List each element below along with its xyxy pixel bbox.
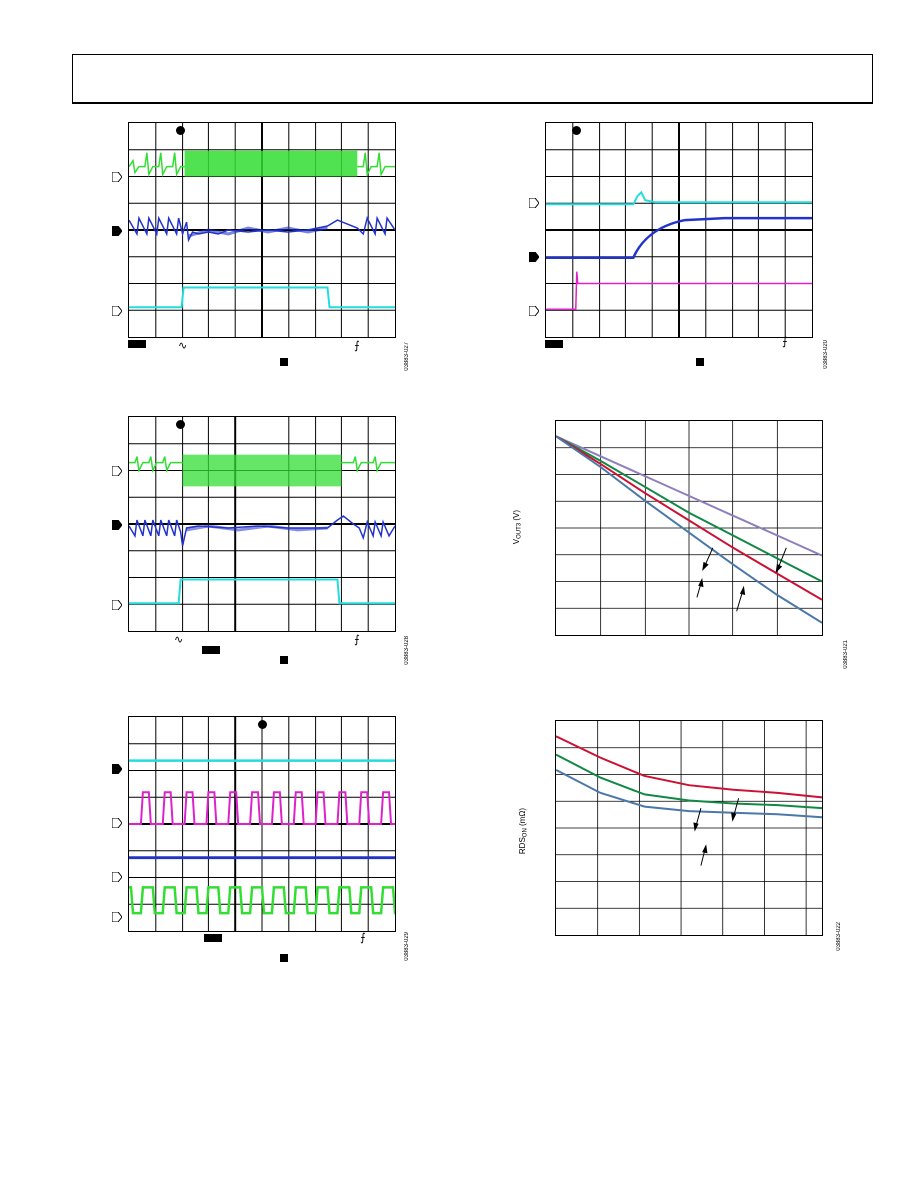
scope-1-display — [129, 123, 395, 337]
scope-figure-3 — [128, 416, 396, 632]
figure-3-id: 03883-028 — [404, 636, 410, 665]
scope-3-channel-tag — [202, 646, 220, 654]
trace-5-green — [129, 886, 395, 915]
channel-marker-5d — [112, 912, 122, 922]
scope-2-timebase-marker — [696, 358, 704, 366]
series-line-1 — [556, 735, 822, 799]
channel-marker-1c — [112, 306, 122, 316]
trace-1-blue — [129, 215, 395, 243]
scope-figure-2 — [545, 122, 813, 338]
rds-ylabel-unit: (mΩ) — [518, 808, 527, 829]
trace-3-green-burst — [182, 454, 342, 487]
scope-figure-5 — [128, 716, 396, 932]
scope-1-channel-tag — [128, 340, 146, 348]
figure-2-id: 03883-020 — [823, 340, 829, 369]
channel-marker-3a — [112, 466, 122, 476]
graph-rdson — [555, 720, 823, 936]
series-line-1 — [556, 435, 822, 557]
vout-ylabel-sub: OUT3 — [516, 522, 523, 539]
scope-5-channel-tag — [204, 934, 222, 942]
graph-vout3-plot — [556, 421, 822, 635]
series-line-3 — [556, 769, 822, 819]
rds-ylabel-sub: ON — [522, 828, 529, 838]
vout-ylabel-unit: (V) — [512, 510, 521, 523]
channel-marker-5c — [112, 872, 122, 882]
channel-marker-2c — [529, 306, 539, 316]
trigger-marker-3 — [176, 420, 185, 429]
channel-marker-5a — [112, 764, 122, 774]
scope-5-edge-glyph: ⨍ — [360, 931, 366, 944]
trigger-marker-2 — [572, 126, 581, 135]
page-header — [72, 54, 873, 104]
figure-4-id: 03883-021 — [843, 640, 849, 669]
figure-1-id: 03883-027 — [404, 342, 410, 371]
scope-figure-1 — [128, 122, 396, 338]
scope-3-ac-glyph: ∿ — [174, 633, 184, 646]
series-line-2 — [556, 753, 822, 810]
trace-3-blue — [129, 515, 395, 546]
rds-ylabel-main: RDS — [518, 837, 527, 855]
series-line-2 — [556, 435, 822, 583]
figure-5-id: 03883-029 — [404, 932, 410, 961]
graph-vout3-ylabel: VOUT3 (V) — [512, 510, 523, 544]
series-line-4 — [556, 435, 822, 624]
channel-marker-1b — [112, 226, 122, 236]
scope-3-timebase-marker — [280, 656, 288, 664]
scope-3-display — [129, 417, 395, 631]
scope-2-channel-tag — [545, 340, 563, 348]
scope-2-display — [546, 123, 812, 337]
channel-marker-2b — [529, 252, 539, 262]
graph-vout3 — [555, 420, 823, 636]
scope-2-edge-glyph: ⨍ — [782, 335, 788, 348]
channel-marker-2a — [529, 198, 539, 208]
vout-ylabel-main: V — [512, 538, 521, 545]
channel-marker-3c — [112, 600, 122, 610]
scope-1-timebase-marker — [280, 358, 288, 366]
trace-2-magenta — [546, 271, 812, 311]
trace-2-cyan — [546, 190, 812, 206]
scope-1-edge-glyph: ⨍ — [354, 339, 360, 352]
trace-3-cyan — [129, 578, 395, 605]
channel-marker-5b — [112, 818, 122, 828]
trace-2-blue — [546, 216, 812, 259]
scope-3-edge-glyph: ⨍ — [354, 633, 360, 646]
trace-5-magenta — [129, 791, 395, 825]
series-line-3 — [556, 435, 822, 601]
trigger-marker-5 — [258, 720, 267, 729]
scope-5-timebase-marker — [280, 954, 288, 962]
figure-6-id: 03883-022 — [836, 922, 842, 951]
graph-rdson-ylabel: RDSON (mΩ) — [518, 808, 529, 854]
scope-5-display — [129, 717, 395, 931]
trigger-marker-1 — [176, 126, 185, 135]
trace-1-cyan — [129, 286, 395, 309]
graph-rdson-plot — [556, 721, 822, 935]
channel-marker-1a — [112, 172, 122, 182]
trace-1-green-burst — [184, 150, 358, 177]
scope-1-ac-glyph: ∿ — [178, 339, 188, 352]
channel-marker-3b — [112, 520, 122, 530]
